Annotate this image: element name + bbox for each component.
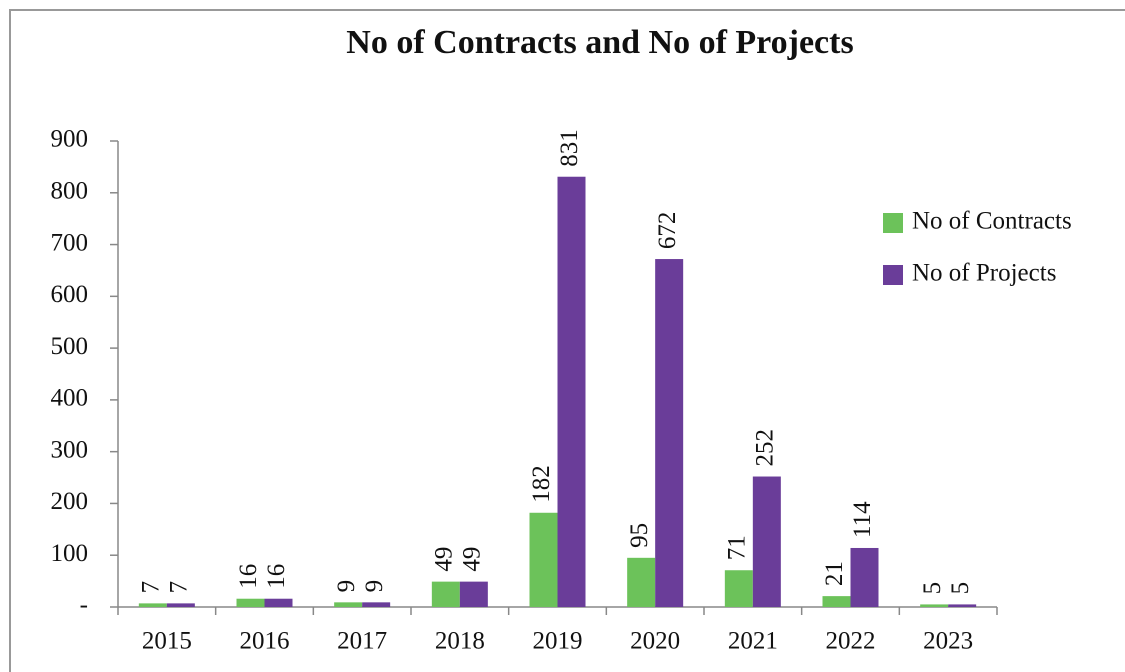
y-tick-label: -: [80, 592, 88, 619]
y-tick-label: 700: [51, 229, 89, 256]
chart-frame: [9, 9, 1125, 672]
legend-label: No of Contracts: [912, 208, 1072, 235]
bar: [724, 570, 753, 607]
x-tick-label: 2017: [337, 628, 387, 655]
bar: [236, 598, 265, 607]
data-label: 49: [459, 547, 486, 572]
bar: [850, 547, 879, 607]
data-label: 21: [821, 561, 848, 586]
x-tick-label: 2016: [240, 628, 290, 655]
data-label: 71: [724, 535, 751, 560]
legend-swatch: [883, 265, 903, 285]
x-tick-label: 2021: [728, 628, 778, 655]
legend-label: No of Projects: [912, 260, 1056, 287]
data-label: 16: [235, 564, 262, 589]
bar: [752, 476, 781, 607]
bar: [529, 512, 558, 607]
y-tick-label: 800: [51, 178, 89, 205]
legend-swatch: [883, 213, 903, 233]
bar: [459, 581, 488, 607]
bar: [557, 176, 586, 607]
bar: [334, 602, 363, 607]
chart-title: No of Contracts and No of Projects: [346, 24, 853, 61]
y-tick-label: 600: [51, 281, 89, 308]
x-tick-label: 2019: [533, 628, 583, 655]
bar: [948, 604, 977, 607]
data-label: 5: [919, 582, 946, 595]
data-label: 49: [431, 547, 458, 572]
data-label: 9: [361, 580, 388, 593]
data-label: 9: [333, 580, 360, 593]
y-tick-label: 400: [51, 385, 89, 412]
data-label: 182: [528, 465, 555, 503]
bar: [166, 603, 195, 607]
data-label: 252: [752, 429, 779, 467]
bar: [138, 603, 167, 607]
data-label: 5: [947, 582, 974, 595]
bar: [431, 581, 460, 607]
data-label: 114: [849, 501, 876, 538]
data-label: 672: [654, 212, 681, 250]
bar: [655, 259, 684, 607]
bar: [627, 557, 656, 607]
y-tick-label: 300: [51, 436, 89, 463]
data-label: 7: [138, 581, 165, 594]
data-label: 95: [626, 523, 653, 548]
data-label: 16: [263, 564, 290, 589]
y-tick-label: 200: [51, 488, 89, 515]
bar: [920, 604, 949, 607]
bar: [264, 598, 293, 607]
x-tick-label: 2020: [630, 628, 680, 655]
data-label: 831: [556, 129, 583, 167]
x-tick-label: 2018: [435, 628, 485, 655]
bar: [822, 596, 851, 607]
x-tick-label: 2015: [142, 628, 192, 655]
y-tick-label: 900: [51, 126, 89, 153]
bar: [362, 602, 391, 607]
x-tick-label: 2023: [923, 628, 973, 655]
y-tick-label: 500: [51, 333, 89, 360]
x-tick-label: 2022: [826, 628, 876, 655]
data-label: 7: [166, 581, 193, 594]
y-tick-label: 100: [51, 540, 89, 567]
